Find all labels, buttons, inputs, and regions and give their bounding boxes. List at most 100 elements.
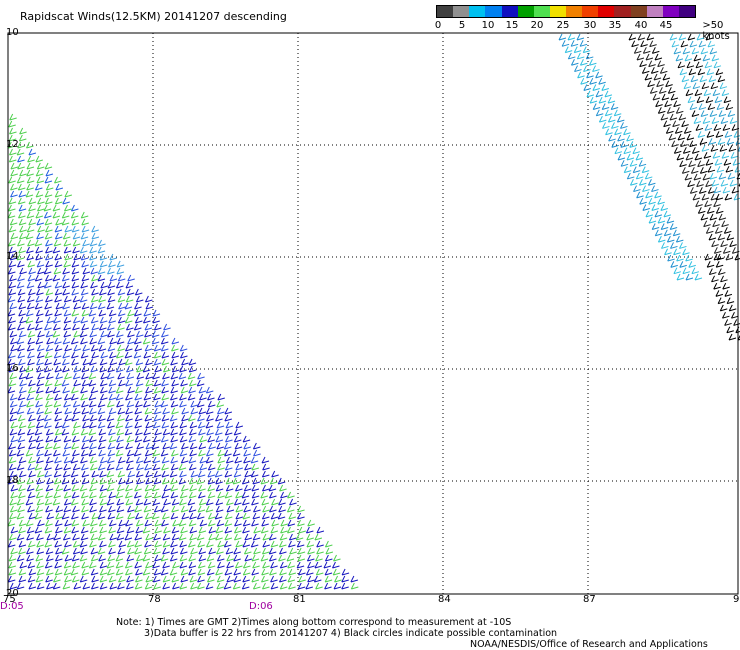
wind-barb — [135, 358, 144, 366]
wind-barb — [17, 393, 26, 401]
wind-barb — [62, 582, 71, 590]
wind-barb — [70, 393, 79, 401]
wind-barb — [719, 304, 728, 312]
wind-barb — [692, 193, 701, 201]
wind-barb — [97, 400, 106, 408]
wind-barb — [99, 456, 108, 464]
wind-barb — [81, 435, 90, 443]
wind-barb — [36, 533, 44, 541]
wind-barb — [628, 33, 637, 41]
wind-barb — [35, 253, 43, 261]
wind-barb — [323, 561, 332, 569]
wind-barb — [262, 533, 271, 541]
wind-barb — [124, 421, 133, 429]
wind-barb — [89, 498, 97, 506]
wind-barb — [71, 288, 79, 296]
wind-barb — [18, 386, 27, 394]
wind-barb — [224, 428, 233, 436]
wind-barb — [685, 153, 694, 161]
wind-barb — [64, 190, 73, 198]
wind-barb — [170, 358, 178, 366]
wind-barb — [27, 351, 35, 359]
wind-barb — [725, 103, 734, 111]
wind-barb — [7, 309, 16, 317]
wind-barb — [9, 393, 18, 401]
wind-barb — [699, 167, 708, 174]
wind-barb — [709, 172, 718, 180]
wind-barb — [28, 512, 37, 520]
wind-barb — [225, 477, 234, 485]
wind-barb — [722, 311, 730, 319]
wind-barb — [250, 456, 259, 464]
wind-barb — [333, 554, 341, 562]
wind-barb — [16, 253, 25, 261]
wind-barb — [61, 428, 70, 436]
wind-barb — [197, 491, 206, 499]
wind-barb — [18, 134, 27, 142]
wind-barb — [198, 554, 207, 562]
wind-barb — [233, 575, 242, 583]
wind-barb — [134, 484, 142, 492]
wind-barb — [126, 526, 135, 534]
wind-barb — [641, 166, 650, 174]
wind-barb — [179, 421, 188, 429]
wind-barb — [277, 477, 286, 485]
wind-barb — [36, 288, 44, 296]
wind-barb — [169, 568, 178, 576]
wind-barb — [702, 173, 711, 181]
wind-barb — [143, 351, 152, 359]
wind-barb — [196, 379, 205, 387]
wind-barb — [151, 337, 160, 345]
wind-barb — [28, 204, 36, 212]
wind-barb — [717, 297, 726, 305]
wind-barb — [99, 477, 108, 485]
wind-barb — [35, 337, 44, 345]
wind-barb — [18, 547, 26, 555]
wind-barb — [187, 372, 196, 380]
wind-barb — [90, 477, 99, 485]
wind-barb — [99, 505, 107, 513]
wind-barb — [224, 512, 233, 520]
wind-barb — [81, 400, 89, 408]
wind-barb — [46, 512, 54, 520]
longitude-tick: 87 — [583, 594, 596, 605]
wind-barb — [26, 211, 35, 219]
wind-barb — [72, 407, 81, 415]
wind-barb — [90, 386, 99, 394]
wind-barb — [217, 407, 225, 415]
wind-barb — [99, 253, 108, 261]
wind-barb — [289, 498, 297, 506]
wind-barb — [28, 267, 36, 275]
wind-barb — [678, 113, 687, 121]
wind-barb — [216, 582, 224, 590]
wind-barb — [654, 53, 663, 61]
wind-barb — [7, 540, 16, 548]
wind-barb — [670, 242, 678, 249]
wind-barb — [592, 65, 600, 73]
wind-barb — [262, 561, 270, 569]
wind-barb — [108, 428, 116, 436]
wind-barb — [81, 323, 89, 331]
wind-barb — [63, 309, 72, 317]
wind-barb — [53, 491, 61, 499]
wind-barb — [718, 172, 727, 180]
wind-barb — [34, 323, 43, 331]
wind-barb — [44, 379, 53, 387]
wind-barb — [199, 435, 207, 443]
wind-barb — [280, 491, 288, 499]
wind-barb — [16, 582, 25, 590]
wind-barb — [638, 179, 647, 186]
wind-barb — [27, 463, 35, 471]
wind-barb — [733, 193, 740, 201]
wind-barb — [315, 554, 323, 562]
wind-barb — [36, 407, 44, 415]
wind-barb — [217, 449, 226, 457]
wind-barb — [179, 365, 187, 373]
wind-barb — [127, 330, 135, 338]
wind-barb — [671, 40, 680, 48]
wind-barb — [306, 540, 315, 548]
wind-barb — [16, 407, 25, 415]
wind-barb — [73, 344, 82, 352]
wind-barb — [234, 561, 243, 569]
wind-barb — [46, 533, 55, 541]
